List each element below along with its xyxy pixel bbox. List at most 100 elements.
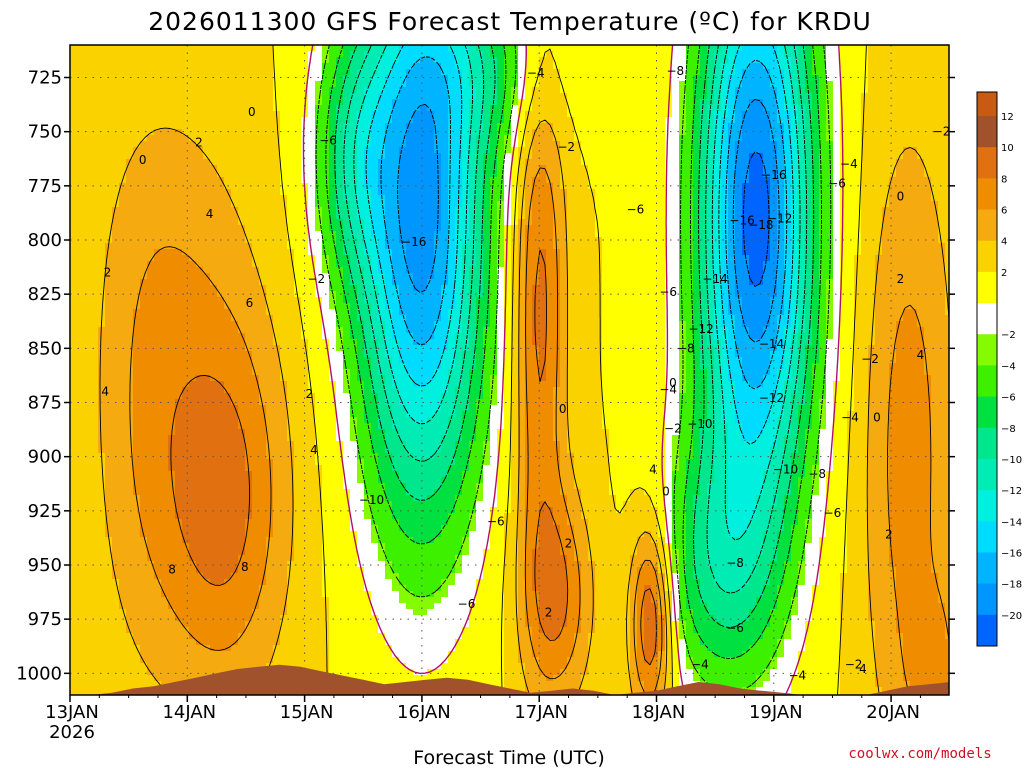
field-cell (98, 549, 106, 556)
field-cell (91, 615, 99, 622)
field-cell (238, 633, 246, 640)
field-cell (273, 297, 281, 304)
field-cell (378, 507, 386, 514)
field-cell (343, 99, 351, 106)
field-cell (343, 243, 351, 250)
field-cell (364, 45, 372, 52)
field-cell (105, 603, 113, 610)
field-cell (91, 339, 99, 346)
field-cell (371, 57, 379, 64)
field-cell (119, 681, 127, 688)
field-cell (245, 201, 253, 208)
field-cell (259, 399, 267, 406)
field-cell (273, 165, 281, 172)
field-cell (245, 129, 253, 136)
field-cell (273, 231, 281, 238)
field-cell (259, 639, 267, 646)
field-cell (371, 249, 379, 256)
field-cell (287, 219, 295, 226)
field-cell (98, 249, 106, 256)
field-cell (308, 213, 316, 220)
field-cell (231, 63, 239, 70)
field-cell (245, 405, 253, 412)
field-cell (224, 279, 232, 286)
field-cell (231, 165, 239, 172)
field-cell (77, 213, 85, 220)
field-cell (189, 411, 197, 418)
field-cell (238, 99, 246, 106)
field-cell (98, 615, 106, 622)
field-cell (91, 81, 99, 88)
field-cell (294, 645, 302, 652)
field-cell (343, 363, 351, 370)
field-cell (182, 423, 190, 430)
field-cell (147, 117, 155, 124)
field-cell (371, 387, 379, 394)
field-cell (308, 411, 316, 418)
field-cell (371, 561, 379, 568)
field-cell (105, 663, 113, 670)
field-cell (182, 435, 190, 442)
field-cell (280, 531, 288, 538)
field-cell (189, 207, 197, 214)
field-cell (154, 141, 162, 148)
field-cell (98, 339, 106, 346)
field-cell (105, 615, 113, 622)
field-cell (210, 69, 218, 76)
field-cell (161, 513, 169, 520)
field-cell (77, 279, 85, 286)
field-cell (126, 369, 134, 376)
field-cell (336, 261, 344, 268)
field-cell (84, 579, 92, 586)
field-cell (371, 603, 379, 610)
field-cell (245, 63, 253, 70)
field-cell (154, 285, 162, 292)
field-cell (238, 231, 246, 238)
field-cell (259, 129, 267, 136)
field-cell (287, 231, 295, 238)
field-cell (238, 609, 246, 616)
field-cell (245, 147, 253, 154)
field-cell (147, 495, 155, 502)
field-cell (112, 657, 120, 664)
field-cell (91, 261, 99, 268)
field-cell (126, 117, 134, 124)
field-cell (84, 555, 92, 562)
field-cell (287, 621, 295, 628)
field-cell (322, 381, 330, 388)
field-cell (280, 477, 288, 484)
field-cell (189, 657, 197, 664)
field-cell (182, 147, 190, 154)
field-cell (322, 663, 330, 670)
field-cell (329, 375, 337, 382)
field-cell (203, 609, 211, 616)
field-cell (315, 567, 323, 574)
field-cell (280, 363, 288, 370)
field-cell (231, 579, 239, 586)
field-cell (273, 393, 281, 400)
field-cell (91, 291, 99, 298)
field-cell (84, 267, 92, 274)
field-cell (133, 249, 141, 256)
field-cell (343, 165, 351, 172)
field-cell (77, 639, 85, 646)
field-cell (175, 111, 183, 118)
field-cell (84, 501, 92, 508)
field-cell (336, 255, 344, 262)
field-cell (84, 453, 92, 460)
field-cell (336, 123, 344, 130)
field-cell (252, 357, 260, 364)
field-cell (238, 351, 246, 358)
field-cell (259, 159, 267, 166)
field-cell (343, 573, 351, 580)
field-cell (112, 51, 120, 58)
field-cell (308, 165, 316, 172)
field-cell (147, 645, 155, 652)
field-cell (322, 525, 330, 532)
field-cell (280, 57, 288, 64)
field-cell (196, 585, 204, 592)
field-cell (189, 615, 197, 622)
field-cell (273, 285, 281, 292)
field-cell (273, 129, 281, 136)
field-cell (154, 597, 162, 604)
